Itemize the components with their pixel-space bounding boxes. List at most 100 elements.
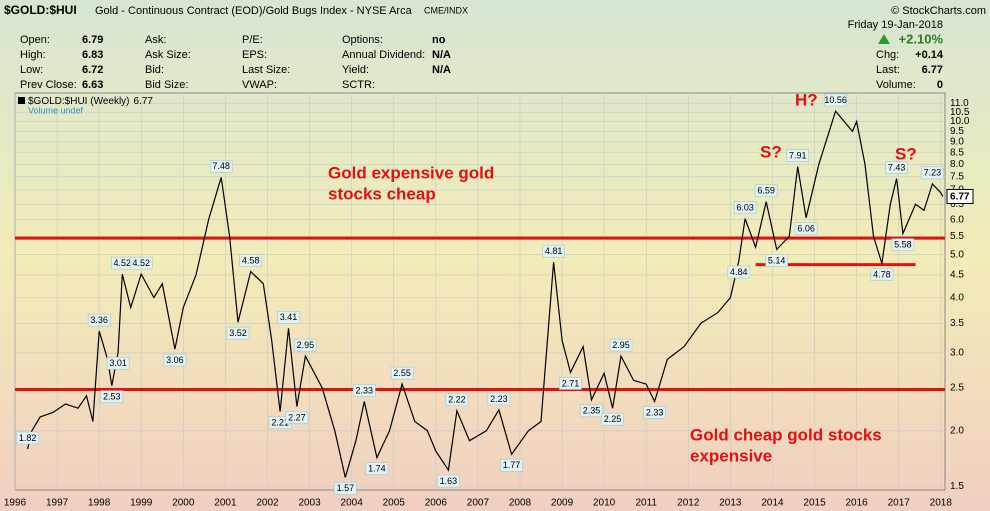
value-label-box: [487, 392, 511, 406]
value-label: 1.57: [337, 483, 355, 493]
value-label: 3.36: [90, 315, 108, 325]
field-label: Bid Size:: [145, 79, 188, 91]
y-tick-label: 10.5: [950, 107, 970, 118]
value-label-box: [106, 356, 130, 370]
field-label: Volume:: [876, 79, 916, 91]
field-value: 6.77: [922, 64, 943, 76]
y-tick-label: 11.0: [950, 98, 969, 109]
note: stocks cheap: [328, 184, 436, 203]
x-tick-label: 2000: [172, 498, 195, 509]
x-tick-label: 2015: [803, 498, 826, 509]
value-label: 2.22: [448, 395, 466, 405]
note: expensive: [690, 446, 772, 465]
value-label-box: [765, 254, 788, 267]
value-label: 3.06: [166, 355, 184, 365]
value-label: 2.27: [288, 412, 306, 422]
value-label: 6.59: [757, 186, 775, 196]
value-label: 1.82: [19, 433, 37, 443]
field-label: Annual Dividend:: [342, 49, 425, 61]
x-tick-label: 1999: [130, 498, 153, 509]
value-label-box: [500, 459, 523, 472]
value-label: 2.71: [562, 378, 580, 388]
x-tick-label: 2009: [551, 498, 574, 509]
value-label-box: [559, 377, 582, 390]
x-tick-label: 2016: [846, 498, 869, 509]
field-label: SCTR:: [342, 79, 375, 91]
value-label-box: [580, 404, 603, 418]
symbol: $GOLD:$HUI: [4, 3, 77, 17]
value-label-box: [921, 166, 944, 180]
x-tick-label: 2014: [761, 498, 784, 509]
value-label: 6.03: [736, 203, 754, 213]
x-tick-label: 2013: [719, 498, 742, 509]
plot: 1996 1997 1998 1999 2000 2001 2002 2003 2004 2005…: [4, 90, 974, 509]
date: Friday 19-Jan-2018: [848, 19, 943, 31]
field-value: 6.79: [82, 34, 103, 46]
field-value: 0: [937, 79, 943, 91]
field-label: Bid:: [145, 64, 164, 76]
x-tick-label: 2011: [635, 498, 657, 509]
field-label: Last:: [876, 64, 900, 76]
legend-swatch: [18, 97, 25, 104]
value-label-box: [786, 149, 810, 162]
value-label: 1.77: [503, 460, 521, 470]
value-label-box: [754, 184, 778, 197]
value-label: 5.14: [768, 255, 786, 265]
legend-last: 6.77: [134, 96, 154, 107]
field-label: Open:: [20, 34, 50, 46]
legend-name: $GOLD:$HUI (Weekly): [28, 96, 130, 107]
note: Gold expensive gold: [328, 163, 494, 182]
x-tick-label: 2005: [383, 498, 406, 509]
field-label: VWAP:: [242, 79, 277, 91]
field-value: 6.72: [82, 64, 103, 76]
value-label: 2.33: [646, 407, 664, 417]
value-label: 7.23: [924, 168, 942, 178]
x-tick-label: 2010: [593, 498, 616, 509]
value-label-box: [643, 406, 666, 419]
exchange: CME/INDX: [424, 5, 468, 15]
field-label: Low:: [20, 64, 43, 76]
y-tick-label: 2.0: [950, 425, 964, 436]
x-tick-label: 1996: [4, 498, 27, 509]
value-label: 1.63: [440, 476, 458, 486]
y-tick-label: 8.0: [950, 159, 964, 170]
note: Gold cheap gold stocks: [690, 425, 882, 444]
field-value: 6.63: [82, 79, 103, 91]
field-label: Ask:: [145, 34, 166, 46]
value-label-box: [226, 326, 250, 340]
value-label: 2.21: [271, 418, 289, 428]
note: H?: [795, 90, 818, 109]
y-tick-label: 1.5: [950, 481, 964, 492]
value-label-box: [542, 244, 565, 258]
value-label-box: [885, 161, 908, 174]
up-arrow: [878, 34, 890, 44]
value-label-box: [365, 462, 389, 475]
change-pct: +2.10%: [899, 31, 944, 46]
value-label-box: [334, 482, 357, 495]
value-label: 6.06: [797, 224, 815, 234]
x-tick-label: 2006: [425, 498, 448, 509]
value-label-box: [445, 393, 469, 407]
x-tick-label: 2017: [888, 498, 911, 509]
field-label: Prev Close:: [20, 79, 77, 91]
value-label: 2.95: [612, 340, 630, 350]
value-label-box: [100, 390, 124, 403]
value-label: 2.35: [583, 406, 601, 416]
value-label: 3.41: [280, 312, 298, 322]
value-label: 4.81: [545, 246, 563, 256]
description: Gold - Continuous Contract (EOD)/Gold Bu…: [95, 5, 413, 17]
field-label: P/E:: [242, 34, 263, 46]
value-label-box: [209, 160, 233, 173]
y-tick-label: 5.5: [950, 231, 964, 242]
value-label: 1.74: [368, 463, 386, 473]
price-tag: [946, 188, 974, 204]
value-label-box: [352, 384, 376, 397]
note: S?: [895, 144, 917, 163]
x-tick-label: 2007: [467, 498, 490, 509]
x-tick-label: 1998: [88, 498, 111, 509]
value-label: 7.91: [789, 150, 807, 160]
x-tick-label: 2018: [930, 498, 953, 509]
value-label: 10.56: [824, 95, 847, 105]
